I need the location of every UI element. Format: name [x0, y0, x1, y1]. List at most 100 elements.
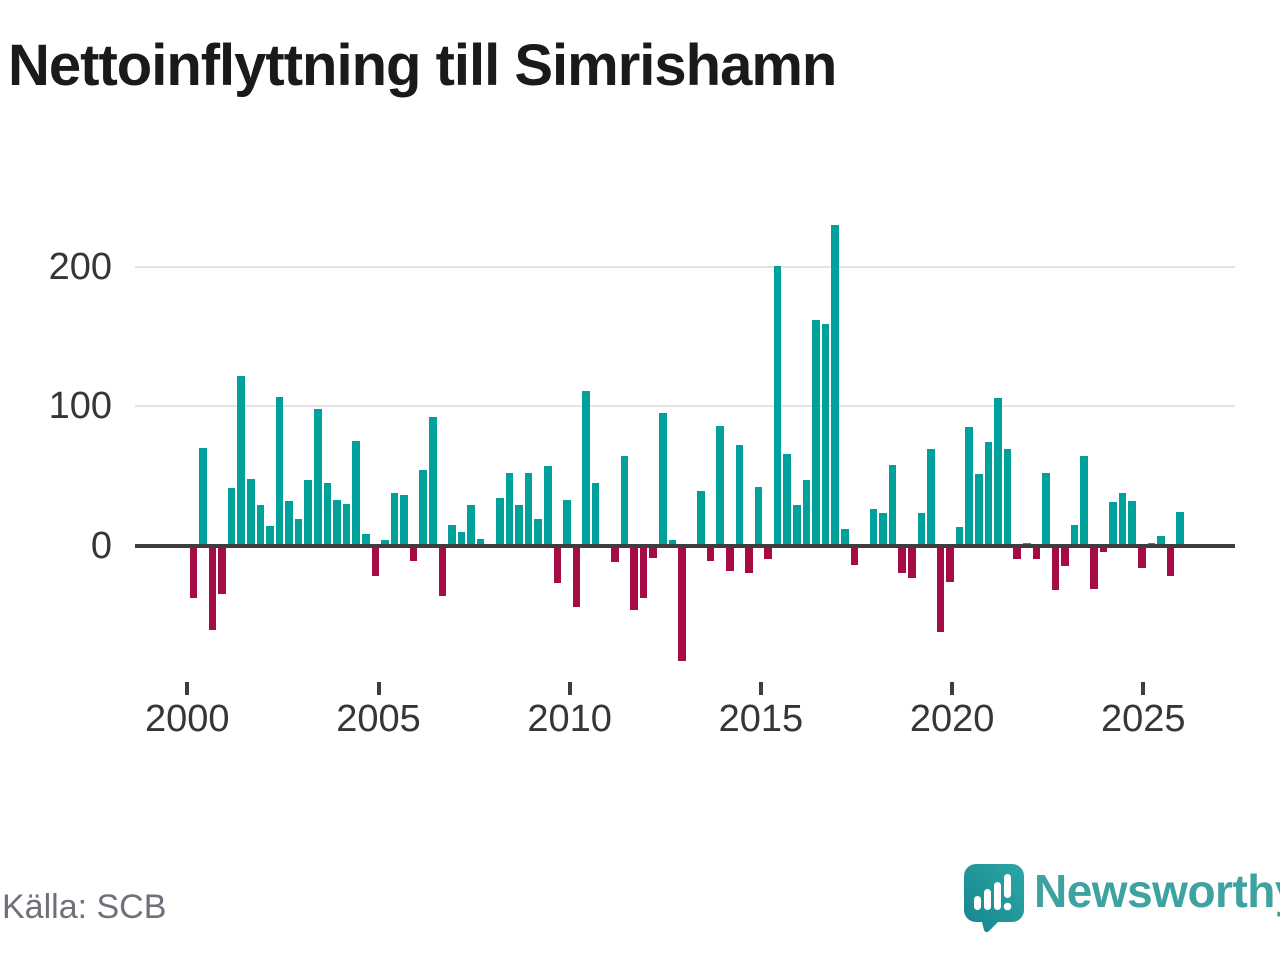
bar-2003-Q1	[304, 480, 313, 546]
bar-2012-Q2	[658, 413, 667, 546]
bar-2001-Q1	[227, 488, 236, 546]
bar-2009-Q4	[563, 499, 571, 546]
bar-2019-Q4	[946, 545, 954, 582]
bar-2008-Q3	[515, 505, 523, 546]
bar-2020-Q4	[984, 442, 993, 546]
bar-2019-Q2	[927, 449, 935, 546]
bar-2014-Q1	[725, 545, 734, 571]
bar-2006-Q2	[429, 417, 437, 546]
bar-2004-Q2	[352, 441, 360, 546]
bar-2002-Q1	[266, 526, 274, 546]
bar-2000-Q1	[189, 545, 198, 599]
bar-2014-Q3	[745, 545, 753, 574]
bar-2004-Q4	[371, 545, 380, 577]
bar-2022-Q1	[1032, 545, 1041, 560]
bar-2007-Q3	[476, 538, 485, 546]
bar-2007-Q2	[467, 505, 475, 546]
bar-2014-Q2	[735, 445, 744, 546]
bar-2012-Q3	[668, 539, 677, 546]
x-axis-tick-2000	[185, 682, 190, 695]
bar-2013-Q2	[697, 491, 705, 546]
y-axis-label-0: 0	[90, 524, 112, 567]
x-axis-zero-line	[135, 543, 1235, 548]
bar-2015-Q4	[793, 505, 801, 546]
bar-2025-Q3	[1166, 545, 1175, 577]
bar-2005-Q4	[409, 545, 418, 561]
bar-2011-Q3	[630, 545, 638, 610]
bar-2015-Q2	[773, 265, 782, 546]
gridline-100	[135, 405, 1235, 408]
bar-2005-Q3	[400, 495, 408, 546]
bar-2016-Q4	[831, 225, 839, 546]
bar-2009-Q2	[543, 466, 552, 546]
x-axis-tick-2005	[376, 682, 381, 695]
bar-2007-Q1	[457, 531, 466, 546]
bar-2004-Q1	[342, 503, 351, 546]
bar-2023-Q2	[1080, 456, 1089, 546]
bar-2016-Q2	[812, 319, 820, 546]
bar-2011-Q2	[620, 456, 629, 546]
bar-2015-Q3	[783, 453, 792, 546]
bar-2021-Q2	[1003, 449, 1012, 546]
bar-2023-Q3	[1090, 545, 1098, 589]
bar-2009-Q3	[553, 545, 562, 584]
bar-2003-Q4	[333, 499, 341, 546]
bar-2008-Q2	[505, 473, 514, 546]
bar-2024-Q1	[1109, 502, 1117, 546]
x-axis-label-2025: 2025	[1101, 698, 1186, 740]
bar-2008-Q4	[524, 473, 533, 546]
bar-2001-Q2	[237, 375, 245, 546]
bar-2018-Q2	[888, 464, 897, 546]
bar-2003-Q3	[323, 482, 332, 546]
chart-title: Nettoinflyttning till Simrishamn	[8, 33, 837, 98]
newsworthy-logo-bubble-icon	[964, 864, 1024, 932]
bar-2001-Q4	[256, 505, 265, 546]
y-axis-label-100: 100	[48, 385, 112, 428]
bar-2000-Q4	[218, 545, 226, 595]
bar-2006-Q1	[419, 470, 427, 546]
bar-2004-Q3	[361, 534, 370, 546]
newsworthy-logo-wordmark: Newsworthy	[1034, 865, 1280, 917]
bar-2023-Q1	[1070, 524, 1079, 546]
bar-2022-Q4	[1061, 545, 1069, 567]
bar-2020-Q1	[955, 527, 964, 546]
bar-2006-Q4	[448, 524, 456, 546]
bar-2013-Q4	[716, 425, 724, 546]
bar-2020-Q2	[965, 427, 974, 546]
bar-2010-Q3	[591, 482, 600, 546]
bar-2017-Q1	[840, 528, 849, 546]
bar-2009-Q1	[534, 519, 542, 546]
bar-2005-Q1	[381, 539, 389, 546]
bar-2013-Q3	[706, 545, 715, 561]
bar-2011-Q4	[639, 545, 648, 599]
bar-2016-Q3	[821, 324, 830, 546]
x-axis-tick-2025	[1141, 682, 1146, 695]
source-note: Källa: SCB	[2, 888, 167, 926]
bar-2010-Q1	[572, 545, 581, 607]
x-axis-label-2010: 2010	[527, 698, 612, 740]
bar-2017-Q2	[850, 545, 859, 565]
x-axis-label-2015: 2015	[718, 698, 804, 740]
bar-2000-Q2	[199, 448, 207, 546]
x-axis-tick-2010	[567, 682, 572, 695]
bar-2022-Q3	[1051, 545, 1060, 591]
bar-2016-Q1	[802, 480, 811, 546]
x-axis-label-2020: 2020	[909, 698, 995, 740]
bar-2002-Q3	[285, 500, 293, 546]
bar-2005-Q2	[390, 492, 399, 546]
bar-2008-Q1	[496, 498, 504, 546]
bar-2012-Q1	[649, 545, 657, 559]
bar-2018-Q4	[908, 545, 916, 578]
bar-2000-Q3	[208, 545, 217, 631]
bar-2010-Q2	[582, 390, 590, 546]
bar-2012-Q4	[678, 545, 686, 662]
bar-2017-Q4	[869, 509, 878, 546]
x-axis-label-2000: 2000	[145, 698, 230, 740]
bar-2006-Q3	[438, 545, 447, 596]
x-axis-tick-2020	[950, 682, 955, 695]
bar-2019-Q3	[936, 545, 945, 632]
bar-2024-Q3	[1128, 500, 1136, 546]
bar-2019-Q1	[917, 513, 926, 546]
bar-2015-Q1	[764, 545, 772, 560]
